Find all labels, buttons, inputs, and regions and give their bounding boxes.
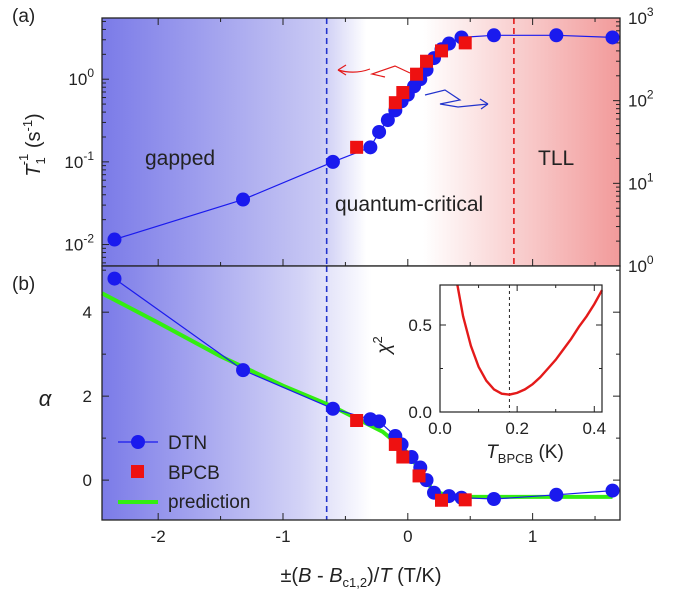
legend-dtn-label: DTN: [168, 433, 207, 454]
panel-a-arrow-right-head: [479, 98, 489, 110]
region-label-quantum-critical: quantum-critical: [335, 193, 483, 216]
panel-b-point-dtn: [107, 271, 122, 286]
region-label-tll: TLL: [538, 147, 574, 170]
legend-dtn-marker: [131, 435, 145, 449]
panel-a-point-dtn: [372, 124, 387, 139]
panel-b-y-tick-label: 4: [83, 303, 92, 322]
panel-a-arrow-left-wiggle: [369, 65, 411, 78]
panel-b-point-dtn: [549, 487, 564, 502]
panel-a-point-bpcb: [350, 140, 364, 154]
inset-chi2-curve: [456, 284, 604, 396]
y-axis-label-a: T1-1 (s-1): [16, 113, 48, 176]
panel-a-point-bpcb: [435, 44, 449, 58]
panel-b-point-dtn: [605, 483, 620, 498]
panel-b-point-dtn: [486, 492, 501, 507]
panel-b-point-dtn: [236, 363, 251, 378]
y-axis-label-b: α: [39, 386, 53, 411]
panel-b-point-bpcb: [458, 493, 472, 507]
panel-b-point-bpcb: [388, 437, 402, 451]
panel-b: -2 -1 0 1 0 2 4: [83, 266, 620, 546]
panel-a-point-bpcb: [410, 67, 424, 81]
panel-b-point-bpcb: [412, 469, 426, 483]
panel-a-arrow-right: [424, 89, 489, 108]
inset-y-label: χ2: [370, 336, 395, 356]
panel-b-x-tick-label: -2: [151, 527, 166, 546]
panel-a-point-dtn: [236, 192, 251, 207]
panel-b-point-dtn: [325, 401, 340, 416]
panel-a-y-tick-label: 10-1: [64, 149, 94, 172]
panel-b-x-tick-label: 1: [528, 527, 537, 546]
x-axis-label: ±(B - Bc1,2)/T (T/K): [280, 565, 441, 590]
inset: 0.0 0.2 0.4 0.0 0.5: [408, 284, 606, 438]
panel-b-x-tick-label: -1: [275, 527, 290, 546]
panel-b-point-bpcb: [435, 493, 449, 507]
panel-b-y-tick-label: 0: [83, 471, 92, 490]
panel-a-point-dtn: [107, 232, 122, 247]
legend-bpcb-marker: [131, 465, 144, 478]
inset-x-label: TBPCB (K): [486, 442, 564, 466]
panel-a-point-bpcb: [388, 96, 402, 110]
panel-a-point-dtn: [363, 140, 378, 155]
legend-prediction-label: prediction: [168, 492, 250, 513]
panel-b-point-bpcb: [396, 450, 410, 464]
inset-background: [440, 285, 602, 412]
panel-label-a: (a): [12, 6, 35, 27]
panel-a-arrow-left: [337, 68, 371, 73]
panel-a-point-dtn: [549, 28, 564, 43]
inset-x-tick-label: 0.0: [428, 419, 452, 438]
inset-frame: [439, 284, 603, 413]
panel-a: 10-2 10-1 100 100 101 102 103: [64, 5, 654, 276]
panel-a-point-dtn: [380, 113, 395, 128]
panel-a-y2-tick-label: 101: [628, 170, 654, 193]
inset-y-tick-label: 0.0: [408, 403, 432, 422]
legend-bpcb-label: BPCB: [168, 463, 220, 484]
panel-b-frame: [101, 265, 621, 521]
panel-a-y2-tick-label: 102: [628, 88, 654, 111]
panel-a-y2-tick-label: 100: [628, 253, 654, 276]
panel-b-x-tick-label: 0: [403, 527, 412, 546]
panel-a-y-tick-label: 10-2: [64, 232, 94, 255]
panel-a-y-tick-label: 100: [68, 66, 94, 89]
inset-x-tick-label: 0.4: [582, 419, 606, 438]
panel-b-y-tick-label: 2: [83, 387, 92, 406]
panel-a-arrow-left-head: [337, 64, 347, 76]
panel-a-point-dtn: [325, 154, 340, 169]
legend: DTN BPCB prediction: [118, 433, 250, 513]
panel-a-point-dtn: [605, 30, 620, 45]
inset-x-tick-label: 0.2: [505, 419, 529, 438]
region-label-gapped: gapped: [145, 147, 215, 170]
inset-y-tick-label: 0.5: [408, 316, 432, 335]
panel-a-point-dtn: [486, 28, 501, 43]
panel-a-point-bpcb: [420, 54, 434, 68]
panel-b-point-bpcb: [350, 413, 364, 427]
panel-a-point-bpcb: [458, 36, 472, 50]
panel-label-b: (b): [12, 274, 35, 295]
panel-b-point-dtn: [372, 414, 387, 429]
panel-a-y2-tick-label: 103: [628, 5, 654, 28]
panel-a-point-bpcb: [396, 86, 410, 100]
